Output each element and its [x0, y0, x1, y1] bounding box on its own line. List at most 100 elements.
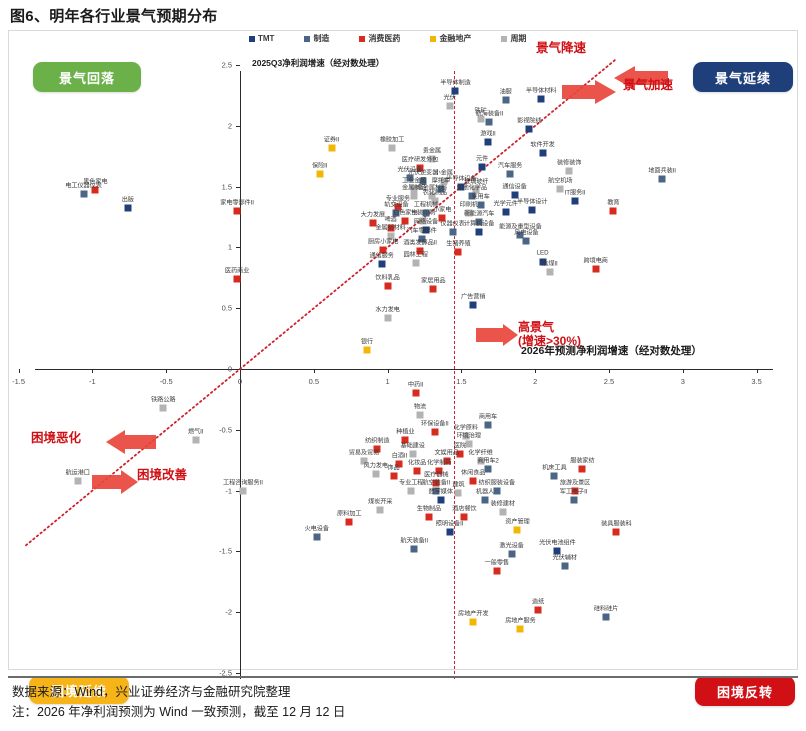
data-point[interactable] [462, 432, 470, 440]
data-point[interactable] [460, 513, 468, 521]
data-point[interactable] [360, 457, 368, 465]
data-point[interactable] [392, 209, 400, 217]
data-point[interactable] [425, 513, 433, 521]
data-point[interactable] [513, 526, 521, 533]
data-point[interactable] [422, 209, 430, 217]
data-point[interactable] [91, 186, 99, 194]
data-point[interactable] [428, 192, 436, 200]
data-point[interactable] [571, 197, 579, 205]
data-point[interactable] [419, 177, 427, 185]
data-point[interactable] [416, 411, 424, 419]
data-point[interactable] [369, 219, 377, 227]
data-point[interactable] [516, 231, 524, 239]
data-point[interactable] [571, 487, 579, 495]
data-point[interactable] [416, 247, 424, 255]
data-point[interactable] [233, 275, 241, 283]
data-point[interactable] [484, 421, 492, 429]
data-point[interactable] [609, 207, 617, 215]
data-point[interactable] [432, 487, 440, 495]
data-point[interactable] [446, 102, 454, 110]
data-point[interactable] [493, 487, 501, 495]
legend-item-TMT[interactable]: TMT [249, 34, 274, 43]
data-point[interactable] [239, 487, 247, 495]
legend-item-消费医药[interactable]: 消费医药 [359, 33, 400, 44]
data-point[interactable] [388, 144, 396, 152]
data-point[interactable] [387, 224, 395, 232]
data-point[interactable] [454, 248, 462, 256]
data-point[interactable] [412, 259, 420, 267]
data-point[interactable] [440, 177, 448, 185]
data-point[interactable] [432, 479, 440, 487]
data-point[interactable] [658, 175, 666, 183]
data-point[interactable] [363, 346, 371, 354]
data-point[interactable] [592, 265, 600, 273]
data-point[interactable] [522, 237, 530, 245]
data-point[interactable] [407, 487, 415, 495]
data-point[interactable] [612, 528, 620, 536]
data-point[interactable] [437, 496, 445, 504]
data-point[interactable] [561, 562, 569, 570]
data-point[interactable] [469, 618, 477, 626]
data-point[interactable] [570, 496, 578, 504]
data-point[interactable] [418, 235, 426, 243]
data-point[interactable] [539, 149, 547, 157]
data-point[interactable] [469, 477, 477, 485]
data-point[interactable] [553, 547, 561, 555]
data-point[interactable] [384, 282, 392, 290]
data-point[interactable] [395, 460, 403, 468]
data-point[interactable] [469, 301, 477, 309]
data-point[interactable] [192, 436, 200, 444]
data-point[interactable] [502, 208, 510, 216]
data-point[interactable] [394, 203, 402, 211]
data-point[interactable] [475, 218, 483, 226]
data-point[interactable] [429, 285, 437, 293]
data-point[interactable] [416, 164, 424, 172]
data-point[interactable] [80, 190, 88, 198]
data-point[interactable] [419, 217, 427, 225]
data-point[interactable] [410, 545, 418, 553]
data-point[interactable] [443, 457, 451, 465]
data-point[interactable] [468, 192, 476, 200]
data-point[interactable] [485, 118, 493, 126]
data-point[interactable] [401, 217, 409, 225]
data-point[interactable] [475, 228, 483, 236]
data-point[interactable] [435, 467, 443, 475]
data-point[interactable] [313, 533, 321, 541]
data-point[interactable] [477, 115, 485, 122]
data-point[interactable] [477, 201, 485, 209]
data-point[interactable] [602, 613, 610, 621]
data-point[interactable] [406, 174, 414, 182]
legend-item-周期[interactable]: 周期 [501, 33, 526, 44]
data-point[interactable] [124, 204, 132, 212]
data-point[interactable] [412, 389, 420, 397]
data-point[interactable] [379, 246, 387, 254]
data-point[interactable] [481, 496, 489, 504]
data-point[interactable] [528, 206, 536, 214]
data-point[interactable] [428, 155, 436, 163]
data-point[interactable] [516, 625, 524, 633]
data-point[interactable] [550, 472, 558, 480]
data-point[interactable] [413, 467, 421, 475]
data-point[interactable] [537, 95, 545, 103]
data-point[interactable] [159, 404, 167, 412]
data-point[interactable] [446, 528, 454, 536]
data-point[interactable] [345, 518, 353, 526]
data-point[interactable] [449, 228, 457, 236]
data-point[interactable] [539, 258, 547, 266]
data-point[interactable] [401, 436, 409, 444]
data-point[interactable] [372, 470, 380, 478]
data-point[interactable] [387, 232, 395, 240]
data-point[interactable] [233, 207, 241, 215]
data-point[interactable] [472, 186, 480, 194]
data-point[interactable] [506, 170, 514, 178]
data-point[interactable] [556, 185, 564, 193]
data-point[interactable] [525, 125, 533, 133]
data-point[interactable] [511, 191, 519, 199]
data-point[interactable] [457, 183, 465, 191]
data-point[interactable] [454, 489, 462, 497]
data-point[interactable] [456, 450, 464, 458]
data-point[interactable] [578, 465, 586, 473]
data-point[interactable] [534, 606, 542, 614]
data-point[interactable] [477, 457, 485, 465]
data-point[interactable] [437, 185, 445, 193]
